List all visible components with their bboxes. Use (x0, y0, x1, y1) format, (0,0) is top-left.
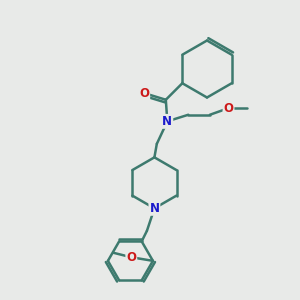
Text: O: O (139, 87, 149, 100)
Text: O: O (126, 251, 136, 264)
Text: N: N (149, 202, 159, 215)
Text: N: N (162, 115, 172, 128)
Text: O: O (224, 102, 233, 115)
